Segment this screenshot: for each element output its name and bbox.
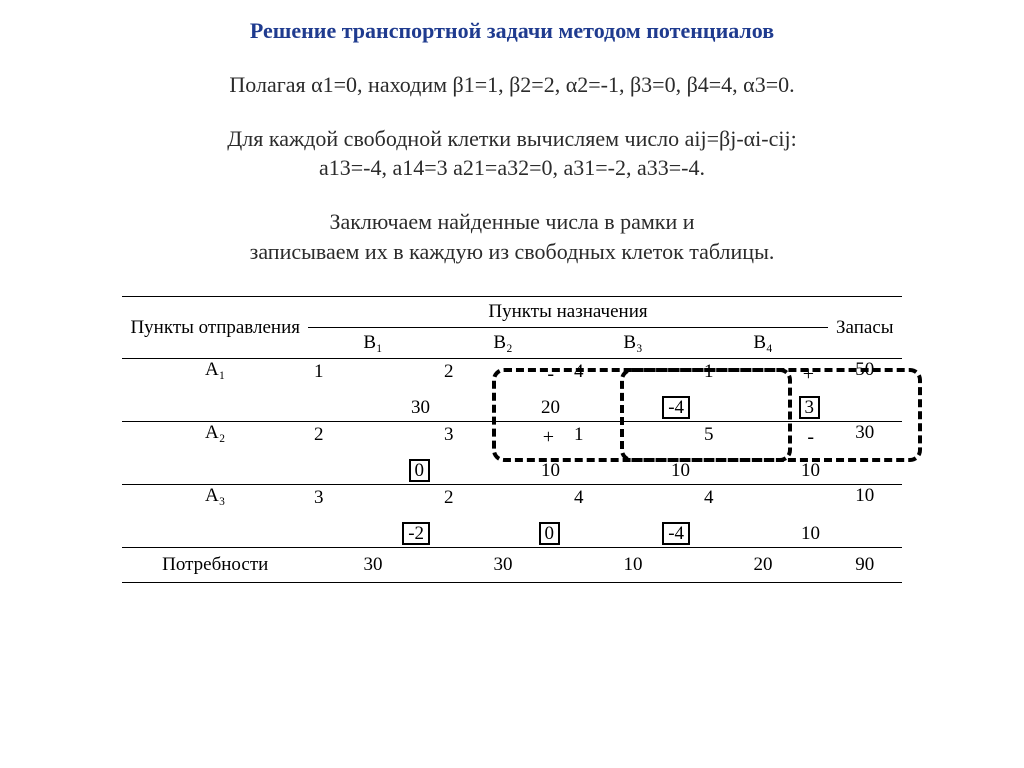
cell-alloc: 0 [409,459,431,482]
transport-table: Пункты отправления Пункты назначения Зап… [122,296,901,583]
cell-cost: 5 [704,424,714,446]
cell-cost: 1 [314,361,324,383]
cell-alloc: 0 [539,522,561,545]
cell-cost: 2 [444,487,454,509]
cell-sign: - [807,426,814,449]
cell-cost: 3 [314,487,324,509]
demand-label: Потребности [122,548,308,583]
demand-b1: 30 [308,548,438,583]
paragraph-evaluations: Для каждой свободной клетки вычисляем чи… [60,124,964,183]
cell-alloc: 10 [671,460,690,482]
cell-alloc: 10 [801,523,820,545]
cell-a1-b2: 2 - 20 [438,359,568,422]
cell-a3-b2: 2 0 [438,485,568,548]
cell-a2-b4: 5 - 10 [698,422,828,485]
text-line: Для каждой свободной клетки вычисляем чи… [227,126,796,151]
cell-supply: 30 [828,422,902,485]
cell-a2-b1: 2 0 [308,422,438,485]
cell-supply: 50 [828,359,902,422]
boxed-value: 0 [539,522,561,545]
demand-total: 90 [828,548,902,583]
cell-a2-b2: 3 + 10 [438,422,568,485]
cell-alloc: 20 [541,397,560,419]
cell-alloc: -4 [662,396,690,419]
cell-cost: 1 [704,361,714,383]
row-label: A₂ [122,422,308,485]
cell-sign: + [543,426,554,449]
boxed-value: 0 [409,459,431,482]
text-line: записываем их в каждую из свободных клет… [250,239,775,264]
transport-table-wrap: Пункты отправления Пункты назначения Зап… [60,296,964,583]
demand-b4: 20 [698,548,828,583]
th-b3: B₃ [568,328,698,359]
cell-alloc: 3 [799,396,821,419]
th-dest: Пункты назначения [308,297,828,328]
cell-cost: 1 [574,424,584,446]
boxed-value: -2 [402,522,430,545]
cell-sign: + [803,363,814,386]
th-b2: B₂ [438,328,568,359]
cell-a2-b3: 1 10 [568,422,698,485]
table-row-demand: Потребности 30 30 10 20 90 [122,548,901,583]
cell-alloc: -4 [662,522,690,545]
text-line: a13=-4, a14=3 a21=a32=0, a31=-2, a33=-4. [319,155,705,180]
text-line: Заключаем найденные числа в рамки и [329,209,694,234]
cell-alloc: 10 [541,460,560,482]
cell-cost: 3 [444,424,454,446]
cell-a1-b1: 1 30 [308,359,438,422]
cell-sign: - [547,363,554,386]
row-label: A₁ [122,359,308,422]
cell-a3-b4: 4 10 [698,485,828,548]
page-title: Решение транспортной задачи методом поте… [60,18,964,44]
cell-cost: 2 [444,361,454,383]
cell-alloc: -2 [402,522,430,545]
cell-a1-b3: 4 -4 [568,359,698,422]
demand-b3: 10 [568,548,698,583]
cell-a3-b1: 3 -2 [308,485,438,548]
demand-b2: 30 [438,548,568,583]
boxed-value: -4 [662,396,690,419]
paragraph-potentials: Полагая α1=0, находим β1=1, β2=2, α2=-1,… [60,70,964,100]
boxed-value: -4 [662,522,690,545]
cell-cost: 4 [574,361,584,383]
cell-a3-b3: 4 -4 [568,485,698,548]
cell-cost: 2 [314,424,324,446]
table-row: A₂ 2 0 3 + 10 1 10 5 - 10 [122,422,901,485]
cell-cost: 4 [574,487,584,509]
cell-supply: 10 [828,485,902,548]
cell-alloc: 30 [411,397,430,419]
paragraph-conclusion: Заключаем найденные числа в рамки и запи… [60,207,964,266]
cell-cost: 4 [704,487,714,509]
boxed-value: 3 [799,396,821,419]
cell-a1-b4: 1 + 3 [698,359,828,422]
th-origin: Пункты отправления [122,297,308,359]
th-b1: B₁ [308,328,438,359]
table-row: A₃ 3 -2 2 0 4 -4 4 10 10 [122,485,901,548]
th-supply: Запасы [828,297,902,359]
th-b4: B₄ [698,328,828,359]
cell-alloc: 10 [801,460,820,482]
row-label: A₃ [122,485,308,548]
table-row: A₁ 1 30 2 - 20 4 -4 1 + 3 [122,359,901,422]
